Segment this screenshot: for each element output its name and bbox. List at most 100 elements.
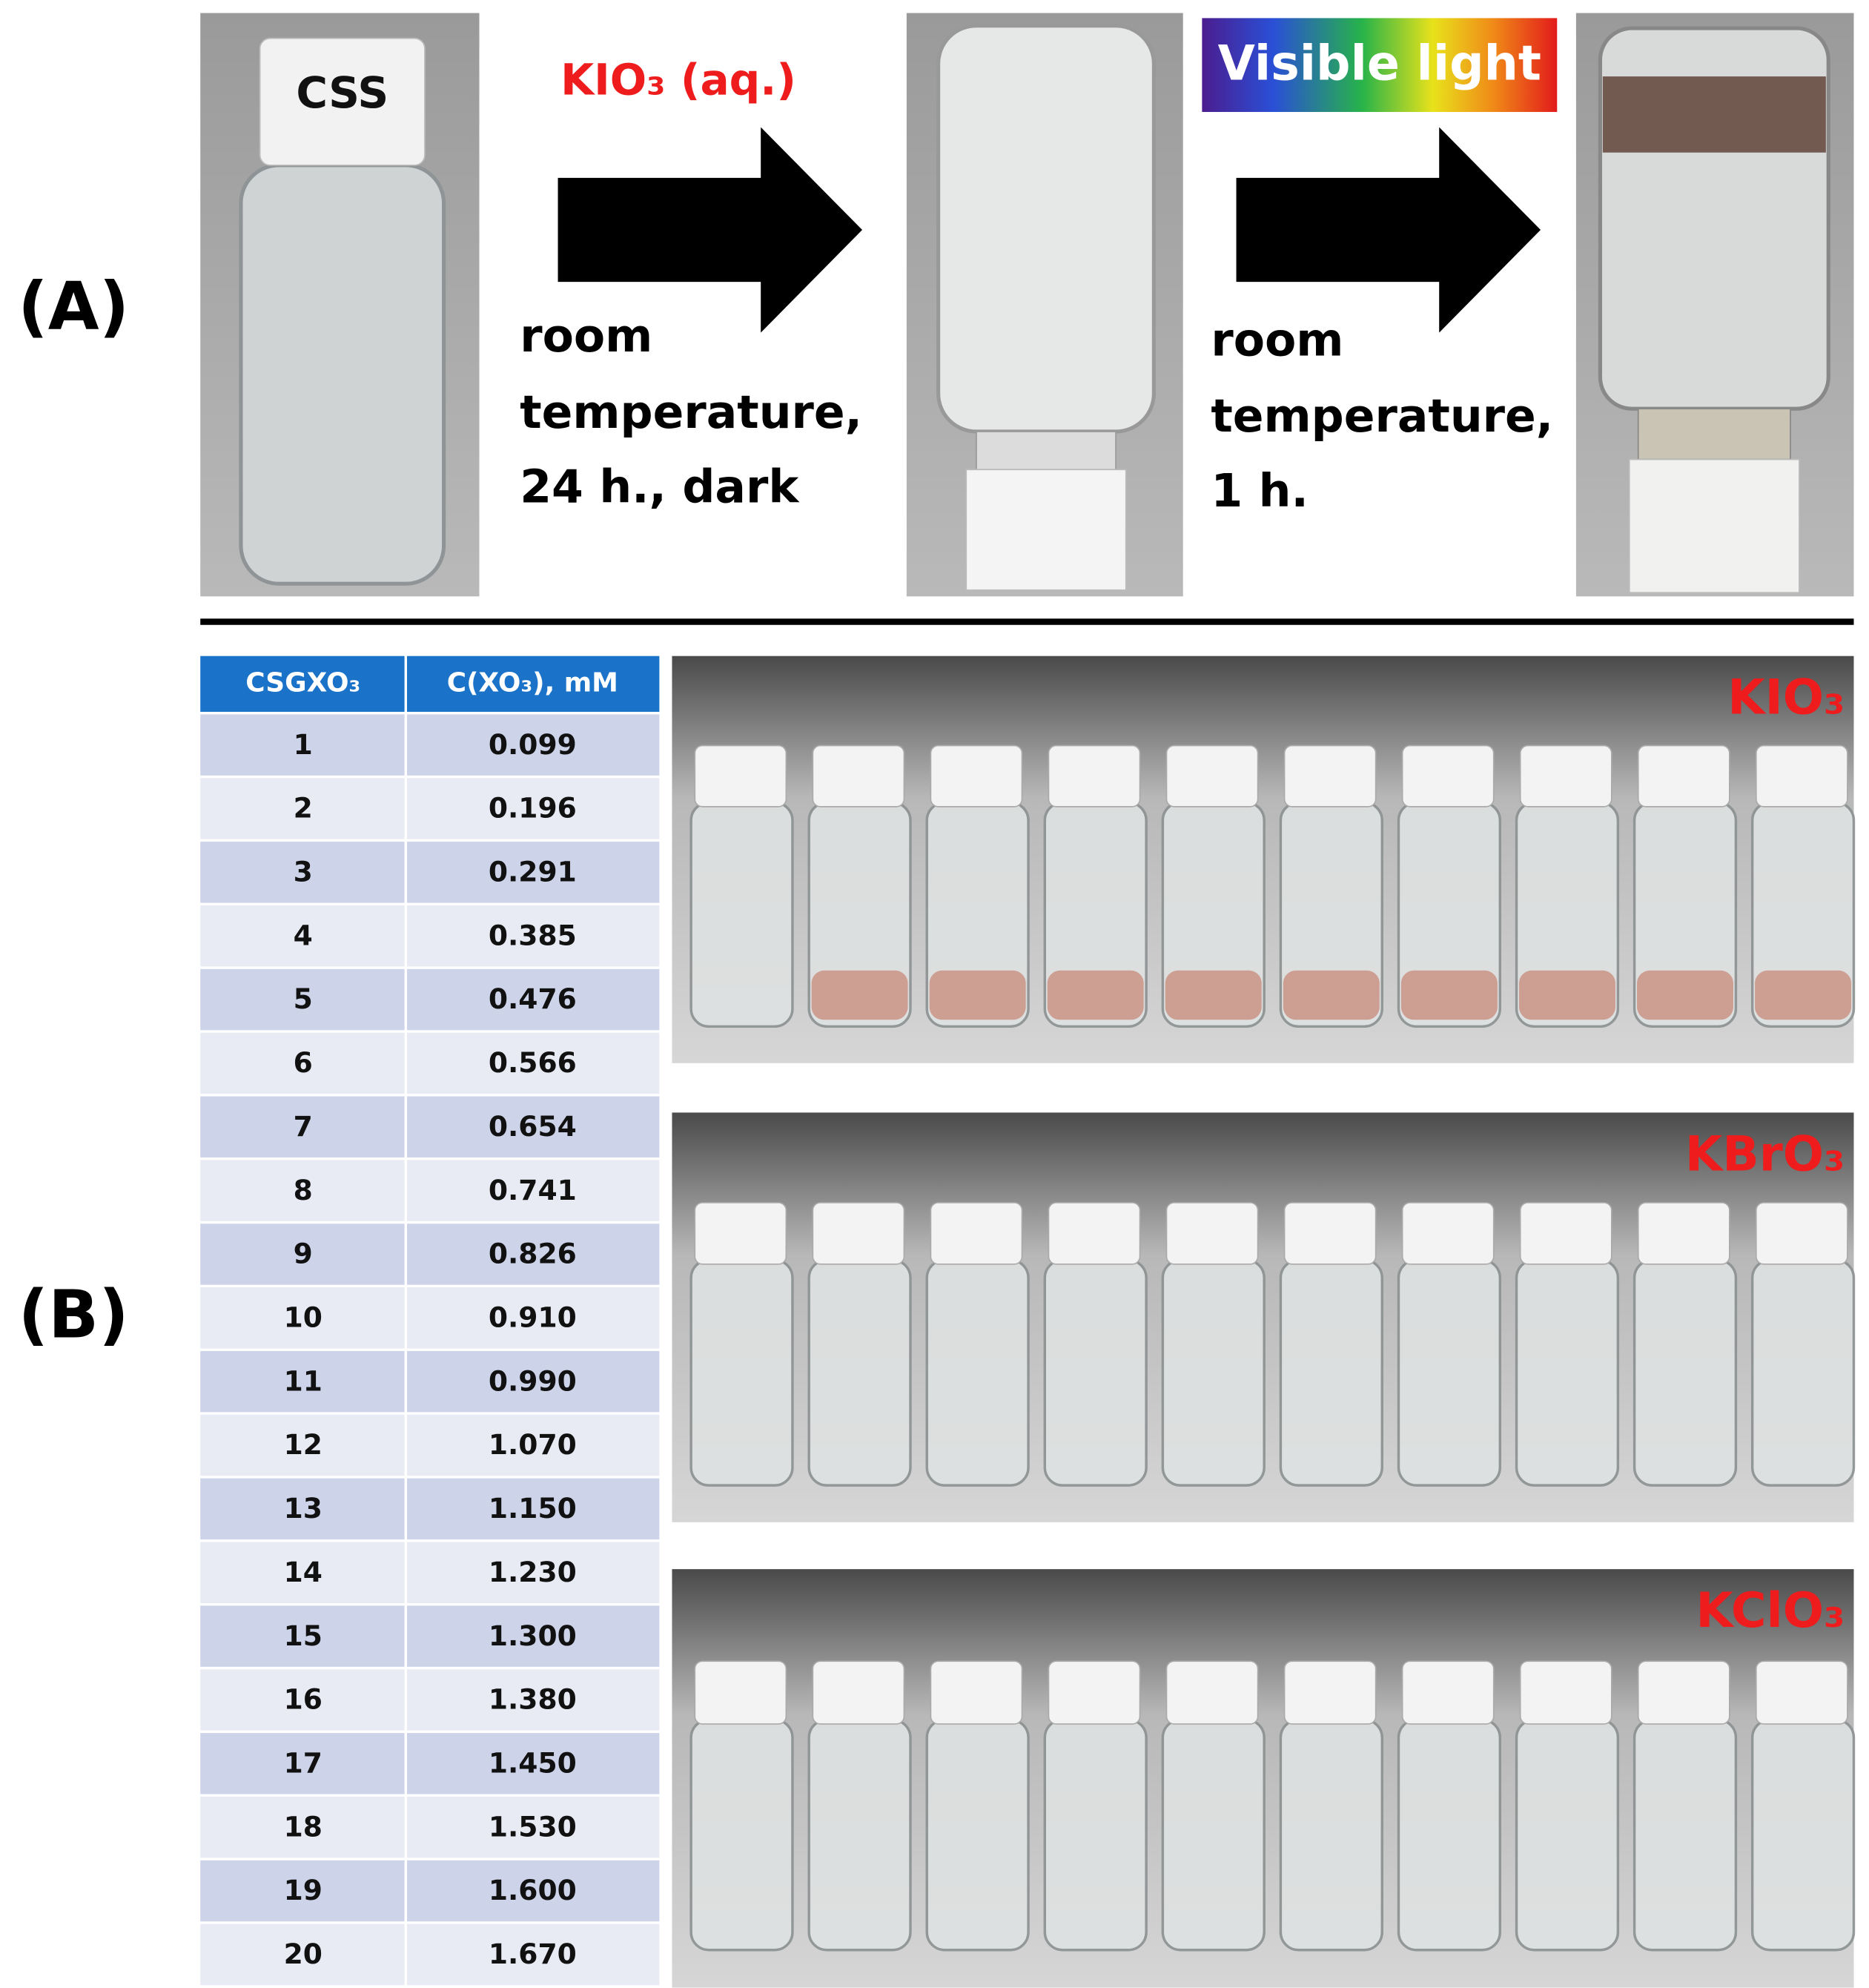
vial-cap [1048,1660,1141,1725]
vial-cap [1519,1202,1612,1265]
vial-cap [1755,1202,1848,1265]
vial-cap [1637,1660,1730,1725]
cap-label: CSS [296,67,388,118]
vial-body [1397,1258,1502,1487]
table-row [200,842,405,903]
table-row [407,1605,660,1667]
vial-body [1043,1258,1148,1487]
table-row [200,1860,405,1922]
table-cell: 0.741 [489,1174,577,1206]
table-row [200,1669,405,1731]
vial-body [1750,1258,1856,1487]
vial-liquid [1755,970,1852,1020]
panel-label: (A) [18,268,129,345]
table-cell: 2 [294,792,313,825]
vial-cap [930,1660,1023,1725]
vial-cap [812,744,905,808]
vial-body [1161,1258,1266,1487]
table-cell: 19 [284,1874,322,1906]
table-cell: 5 [294,983,313,1015]
table-row [200,1796,405,1858]
photo-label: KClO₃ [1696,1583,1845,1639]
table-row [407,778,660,839]
photo-label: KIO₃ [1727,670,1845,726]
vial-cap [1401,1660,1495,1725]
vial-cap [1519,744,1612,808]
vial-cap [1401,744,1495,808]
vial-cap [1283,744,1377,808]
table-row [200,1733,405,1794]
arrow [1236,127,1541,333]
table-row [407,1669,660,1731]
vial-body [925,1718,1030,1952]
table-row [200,1160,405,1221]
table-cell: 4 [294,919,313,951]
vial-cap [1048,744,1141,808]
vial-liquid [1165,970,1262,1020]
condition-text: 24 h., dark [520,460,800,514]
photo-set: KIO₃ KBrO₃ KClO₃ [672,655,1856,1988]
table-cell: 0.910 [489,1301,577,1334]
vial-cap [930,744,1023,808]
vial-cap [1283,1202,1377,1265]
vial-cap [1755,1660,1848,1725]
vial-liquid [1400,970,1498,1020]
table-row [200,1923,405,1986]
vial-cap [1637,744,1730,808]
table-cell: 0.196 [489,792,577,825]
condition-text: temperature, [1211,389,1553,443]
reagent-label: KIO₃ (aq.) [560,55,796,105]
table-row [407,905,660,967]
vial-cap [1283,1660,1377,1725]
table-row [200,1096,405,1158]
vial-cap [812,1202,905,1265]
table-row [407,1923,660,1986]
table-row [200,905,405,967]
table-cell: 0.654 [489,1110,577,1143]
table-cell: 0.099 [489,728,577,761]
table-cell: 1.670 [489,1938,577,1970]
table-cell: 7 [294,1110,313,1143]
table-row [200,1605,405,1667]
table-row [407,1223,660,1285]
vial-cap [694,744,787,808]
table-cell: 1.450 [489,1747,577,1780]
table-cell: 1.380 [489,1683,577,1716]
vial-cap [1401,1202,1495,1265]
table-cell: 13 [284,1492,322,1525]
vial-body [925,1258,1030,1487]
vial-liquid [1047,970,1144,1020]
condition-text: room [1211,313,1343,366]
light-banner [1202,18,1558,112]
table-cell: 0.990 [489,1364,577,1397]
table-cell: 11 [284,1364,322,1397]
table-row [407,1096,660,1158]
vial-cap [1165,744,1259,808]
table-cell: 20 [284,1938,322,1970]
photo: KBrO₃ [672,1112,1856,1522]
table-row [407,1032,660,1094]
vial-body [1750,1718,1856,1952]
table-row [200,1350,405,1413]
table-cell: 3 [294,856,313,888]
arrow [558,127,863,333]
vial-body [1043,1718,1148,1952]
header-cell: CSGXO₃ [245,667,360,698]
vial-body [689,1718,794,1952]
photo-vial-1: CSS [200,13,480,597]
photo: KIO₃ [672,655,1856,1063]
vial-body [1279,1718,1383,1952]
table-cell: 14 [284,1556,322,1588]
table-cell: 0.385 [489,919,577,951]
vial-body [1515,1718,1620,1952]
table-row [200,1287,405,1349]
header-cell: C(XO₃), mM [447,667,618,698]
table-cell: 0.291 [489,856,577,888]
table-row [407,1542,660,1603]
vial-body [807,1718,912,1952]
table-cell: 0.826 [489,1238,577,1270]
photo: KClO₃ [672,1569,1856,1988]
vial-body [689,801,794,1028]
